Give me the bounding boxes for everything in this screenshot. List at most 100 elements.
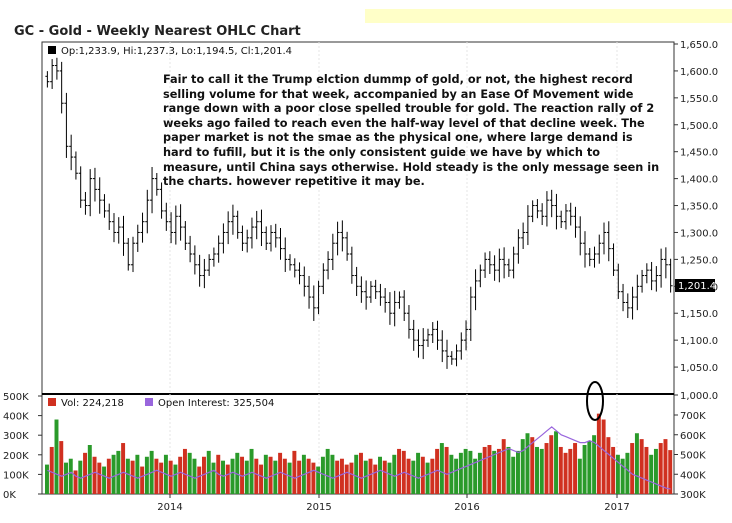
volume-bar — [78, 460, 83, 494]
volume-bar — [330, 454, 335, 494]
volume-bar — [73, 470, 78, 494]
last-price-label: 1,201.4 — [678, 281, 716, 292]
year-tick-label: 2014 — [157, 502, 182, 513]
volume-bar — [339, 458, 344, 494]
price-tick-label: 1,550.0 — [680, 94, 718, 105]
volume-bar — [354, 454, 359, 494]
price-tick-label: 1,400.0 — [680, 175, 718, 186]
volume-bar — [496, 448, 501, 494]
volume-bar — [444, 446, 449, 494]
volume-bar — [368, 458, 373, 494]
volume-bar — [473, 458, 478, 494]
price-tick-label: 1,150.0 — [680, 309, 718, 320]
volume-bar — [620, 458, 625, 494]
oi-tick-label: 700K — [680, 411, 706, 422]
last-price-marker — [675, 279, 715, 292]
volume-bar — [587, 441, 592, 494]
volume-bar — [68, 458, 73, 494]
price-tick-label: 1,050.0 — [680, 363, 718, 374]
volume-bar — [320, 456, 325, 494]
volume-bar — [249, 448, 254, 494]
open-interest-legend-swatch — [145, 398, 153, 406]
volume-bar — [435, 448, 440, 494]
volume-bar — [87, 445, 92, 494]
volume-bar — [130, 460, 135, 494]
volume-bar — [359, 452, 363, 494]
volume-bar — [64, 462, 68, 494]
header-highlight-bar — [365, 9, 732, 23]
volume-bar — [573, 443, 578, 494]
volume-bar — [240, 456, 245, 494]
volume-tick-label: 500K — [3, 392, 29, 403]
volume-bar — [582, 445, 587, 494]
volume-bar — [273, 460, 278, 494]
volume-bar — [135, 454, 140, 494]
year-tick-label: 2016 — [454, 502, 479, 513]
chart-title: GC - Gold - Weekly Nearest OHLC Chart — [14, 24, 301, 39]
volume-bar — [387, 462, 392, 494]
volume-tick-label: 300K — [3, 431, 29, 442]
volume-bar — [549, 435, 554, 494]
volume-bar — [535, 446, 539, 494]
open-interest-layer — [47, 426, 671, 490]
volume-bar — [363, 460, 368, 494]
price-tick-label: 1,500.0 — [680, 121, 718, 132]
volume-bar — [187, 452, 192, 494]
volume-bar — [378, 456, 382, 494]
volume-bar — [492, 450, 497, 494]
volume-bar — [83, 452, 88, 494]
volume-bar — [630, 443, 635, 494]
axis-layer: 1,650.0 1,600.0 1,550.0 1,500.0 1,450.0 1,400… — [3, 40, 718, 513]
price-tick-label: 1,600.0 — [680, 67, 718, 78]
volume-bar — [325, 448, 330, 494]
volume-bar — [639, 439, 644, 494]
volume-bar — [159, 462, 164, 494]
volume-bar — [592, 435, 597, 494]
volume-bar — [615, 454, 620, 494]
volume-bar — [611, 446, 616, 494]
volume-bar — [54, 419, 59, 494]
volume-bar — [182, 448, 187, 494]
volume-bar — [539, 448, 544, 494]
volume-bar — [225, 464, 230, 494]
volume-bar — [439, 443, 444, 494]
volume-bar — [154, 458, 159, 494]
volume-bar — [506, 446, 511, 494]
volume-bar — [306, 458, 311, 494]
volume-bar — [287, 462, 292, 494]
volume-bar — [97, 462, 102, 494]
volume-bar — [140, 466, 145, 494]
volume-bar — [116, 450, 121, 494]
volume-bar — [477, 452, 482, 494]
volume-bar — [297, 460, 302, 494]
volume-bar — [625, 452, 630, 494]
volume-bar — [373, 464, 378, 494]
volume-bar — [254, 458, 259, 494]
volume-bar — [416, 452, 421, 494]
volume-legend: Vol: 224,218 — [61, 398, 124, 409]
volume-bar — [263, 454, 268, 494]
volume-tick-label: 200K — [3, 451, 29, 462]
volume-bar — [106, 458, 111, 494]
volume-bar — [482, 446, 487, 494]
volume-bar — [425, 462, 430, 494]
volume-bar — [606, 437, 611, 494]
volume-legend-swatch — [48, 398, 56, 406]
volume-bar — [487, 445, 492, 494]
volume-bar — [45, 464, 49, 494]
volume-bar — [454, 458, 459, 494]
volume-bar — [668, 450, 673, 494]
volume-bar — [601, 419, 606, 494]
volume-bar — [121, 443, 126, 494]
volume-bar — [316, 466, 321, 494]
volume-bar — [420, 456, 425, 494]
volume-bar — [335, 460, 340, 494]
volume-bar — [530, 437, 535, 494]
open-interest-line — [47, 426, 671, 490]
volume-bar — [221, 460, 225, 494]
volume-bar — [649, 454, 654, 494]
volume-bar — [178, 456, 183, 494]
volume-bar — [406, 458, 411, 494]
price-tick-label: 1,350.0 — [680, 202, 718, 213]
